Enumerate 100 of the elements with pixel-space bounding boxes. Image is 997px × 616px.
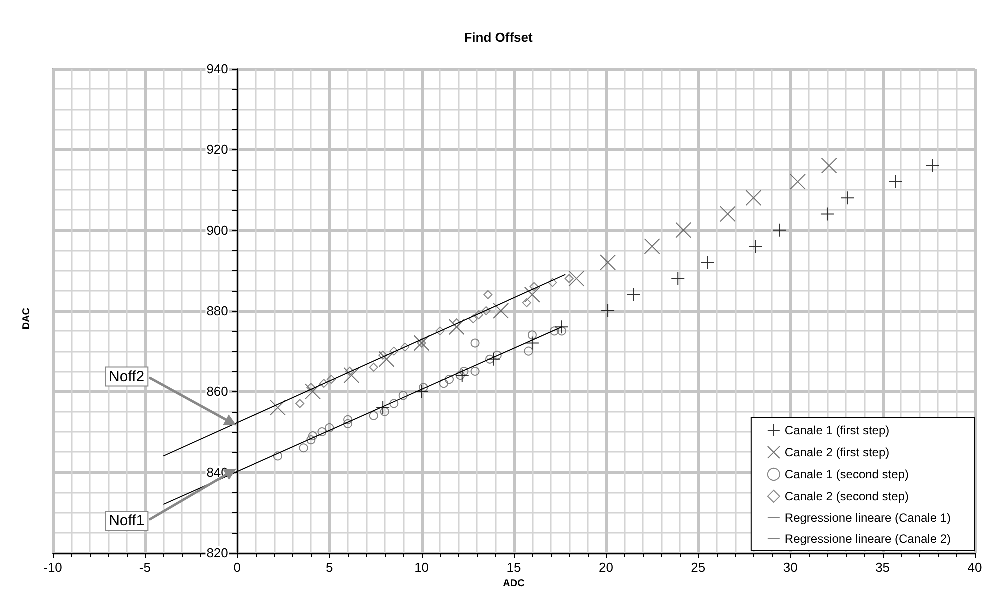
point [414,335,430,352]
x-tick-label: 25 [691,560,706,575]
point [524,346,534,356]
point [926,158,940,173]
point [378,351,395,368]
point [564,274,574,284]
point [444,375,454,384]
x-tick-label: 0 [234,560,242,575]
point [486,354,495,364]
point [306,436,316,445]
chart-title: Find Offset [464,30,534,45]
point [452,318,462,328]
point [492,350,502,360]
point [344,415,353,424]
point [671,272,686,286]
y-axis-title: DAC [22,308,32,330]
legend-label: Canale 1 (first step) [784,424,890,438]
x-tick-label: 5 [326,560,334,575]
point [398,391,408,400]
point [456,371,466,380]
point [626,288,641,302]
annotation: Noff2 [109,368,145,386]
legend-label: Regressione lineare (Canale 1) [784,511,952,525]
point [390,399,399,408]
point [820,207,834,222]
y-tick-label: 920 [206,142,228,158]
point [676,222,692,238]
point [821,158,838,174]
point [550,326,560,336]
point [308,432,318,441]
point [486,352,501,366]
point [417,338,426,348]
point [470,367,480,376]
point [524,286,540,303]
point [344,419,353,428]
point [419,383,428,392]
point [700,256,715,270]
x-tick-label: 30 [783,560,798,575]
x-tick-label: 10 [414,560,430,575]
point [720,206,736,222]
x-tick-label: -5 [139,560,151,575]
legend-label: Regressione lineare (Canale 2) [784,532,952,546]
point [474,310,484,320]
y-tick-label: 880 [206,304,228,318]
point [600,254,616,271]
annotation: Noff1 [109,512,145,530]
point [369,411,378,420]
point [305,384,322,400]
legend-label: Canale 2 (first step) [784,446,890,460]
point [326,375,336,384]
point [470,338,480,348]
point [270,400,286,416]
legend-label: Canale 2 (second step) [784,490,909,504]
point [306,383,316,392]
point [568,270,585,287]
y-tick-label: 900 [206,222,228,238]
point [840,191,855,206]
x-tick-label: -10 [44,560,62,575]
x-tick-label: 20 [598,560,614,575]
point [345,367,354,376]
point [522,298,532,308]
x-axis-title: ADC [503,578,525,590]
point [390,346,399,356]
legend-label: Canale 1 (second step) [784,468,909,482]
point [748,239,763,254]
point [320,379,329,388]
x-tick-label: 15 [506,560,522,575]
point [493,303,510,319]
point [376,400,390,415]
point [554,320,569,334]
point [601,304,616,318]
point [482,306,491,316]
point [378,350,388,360]
point [299,444,308,453]
point [369,362,378,372]
point [528,330,537,340]
point [460,367,469,376]
point [772,223,787,238]
point [468,314,478,324]
point [548,278,558,288]
point [439,379,448,388]
y-tick-label: 820 [206,546,228,560]
x-tick-label: 35 [876,560,890,575]
point [530,282,539,292]
point [455,368,470,383]
point [888,174,903,189]
point [296,399,305,408]
y-tick-label: 940 [206,62,228,76]
point [484,290,493,300]
point [557,326,566,336]
point [644,238,660,254]
point [448,319,465,336]
point [400,342,410,352]
y-tick-label: 860 [206,384,228,400]
point [436,326,445,336]
point [380,407,390,416]
point [746,190,762,206]
point [414,384,429,399]
point [325,423,334,432]
x-tick-label: 40 [968,560,982,575]
